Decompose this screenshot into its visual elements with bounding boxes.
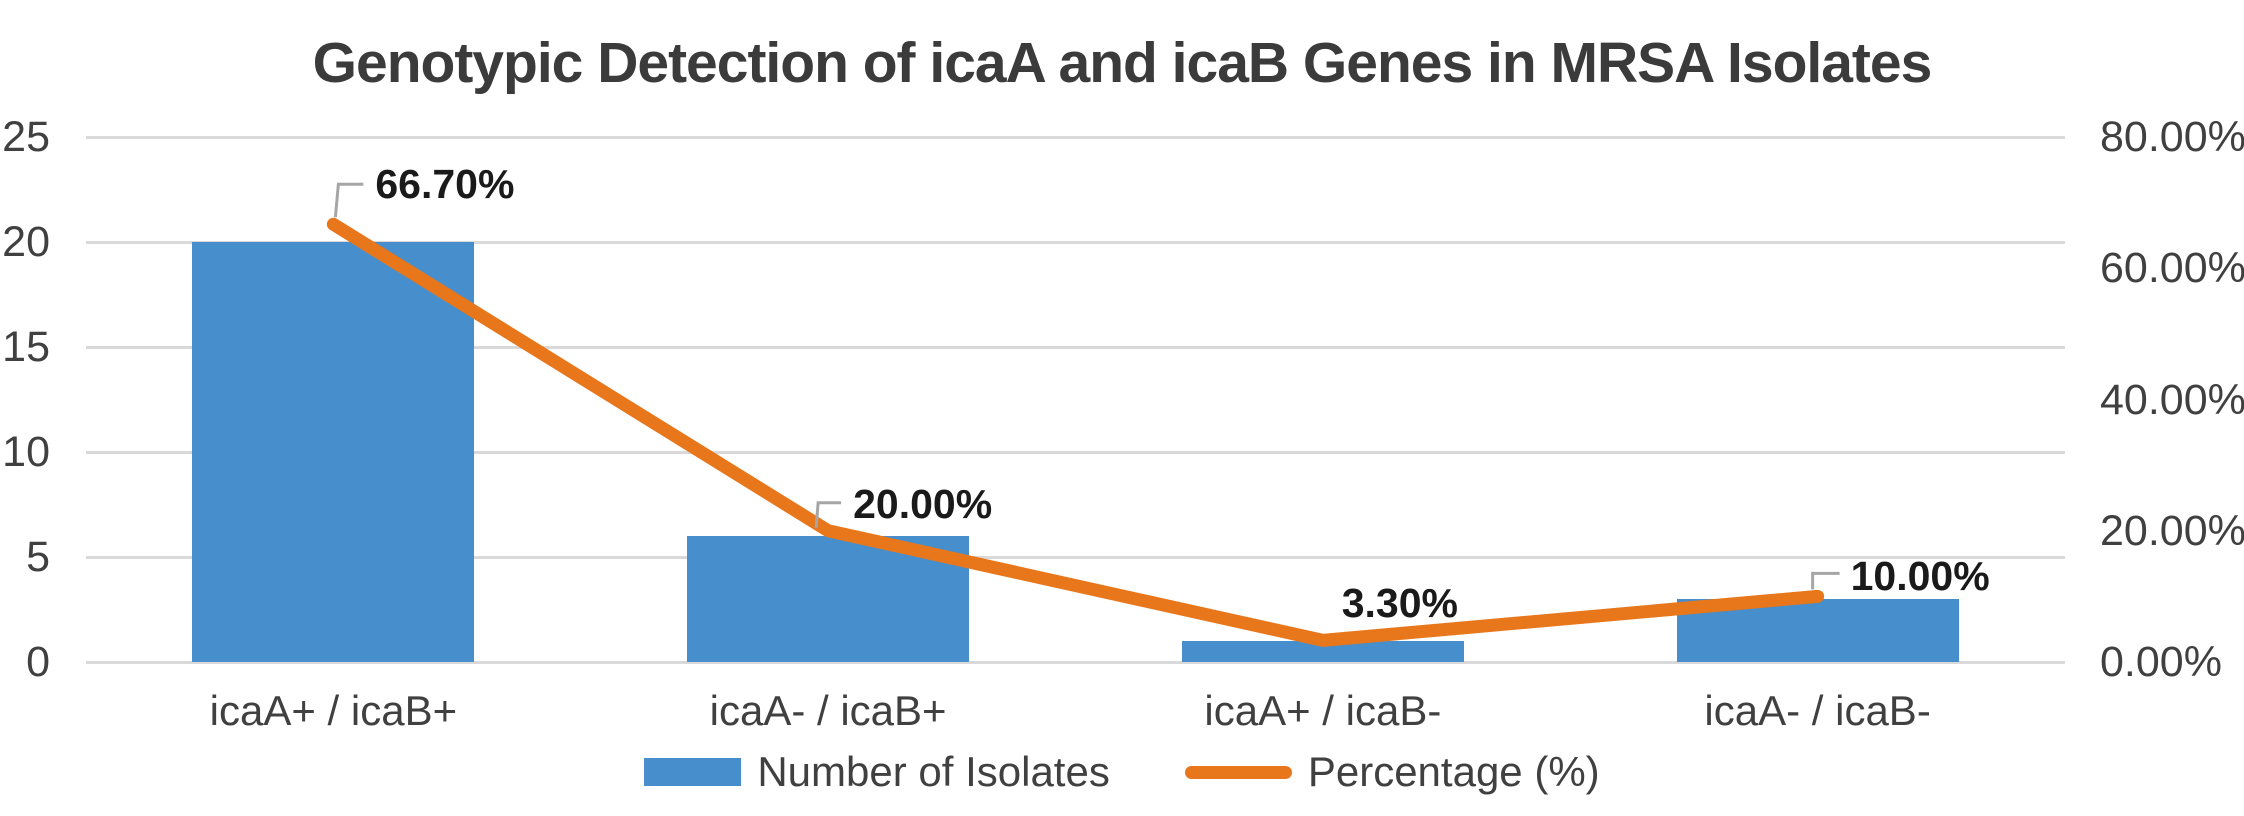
data-label-leader-line [333, 182, 364, 218]
y-axis-right-tick-label: 0.00% [2100, 638, 2222, 686]
data-label-leader-line [1811, 571, 1840, 590]
data-label: 66.70% [375, 161, 515, 208]
x-axis-category-label: icaA- / icaB+ [709, 687, 947, 734]
y-axis-right-tick-label: 60.00% [2100, 244, 2244, 293]
bar-icaA-icaB- [1676, 599, 1959, 662]
bar-icaA-icaB+ [687, 536, 970, 662]
y-axis-right-tick-label: 80.00% [2100, 113, 2244, 161]
bar-icaA+icaB- [1181, 641, 1464, 662]
data-label: 20.00% [853, 480, 993, 527]
bar-icaA+icaB+ [192, 242, 475, 662]
legend-item-number-of-isolates: Number of Isolates [644, 748, 1110, 796]
legend-label-percentage: Percentage (%) [1307, 748, 1600, 795]
x-axis-category-label: icaA+ / icaB+ [209, 687, 458, 734]
chart-title: Genotypic Detection of icaA and icaB Gen… [312, 31, 1933, 95]
legend-line-swatch-icon [1184, 765, 1292, 779]
gridline [86, 135, 2065, 139]
data-label-leader-line [814, 501, 842, 528]
x-axis-category-label: icaA- / icaB- [1704, 687, 1931, 734]
y-axis-left-tick-label: 0 [26, 638, 50, 686]
y-axis-right-tick-label: 40.00% [2100, 375, 2244, 424]
y-axis-left-tick-label: 20 [2, 218, 50, 266]
gridline [86, 660, 2065, 664]
legend-item-percentage: Percentage (%) [1184, 748, 1600, 796]
y-axis-left-tick-label: 15 [2, 323, 50, 371]
y-axis-right-tick-label: 20.00% [2100, 506, 2244, 555]
legend-bar-swatch-icon [644, 758, 742, 786]
y-axis-left-tick-label: 5 [26, 533, 50, 581]
y-axis-left-tick-label: 10 [2, 428, 50, 476]
data-label: 10.00% [1850, 553, 1990, 600]
percentage-line [326, 217, 1825, 647]
y-axis-left-tick-label: 25 [2, 113, 50, 161]
data-label: 3.30% [1341, 580, 1459, 627]
x-axis-category-label: icaA+ / icaB- [1204, 687, 1442, 734]
legend-label-number-of-isolates: Number of Isolates [757, 748, 1110, 795]
legend: Number of Isolates Percentage (%) [0, 748, 2244, 796]
